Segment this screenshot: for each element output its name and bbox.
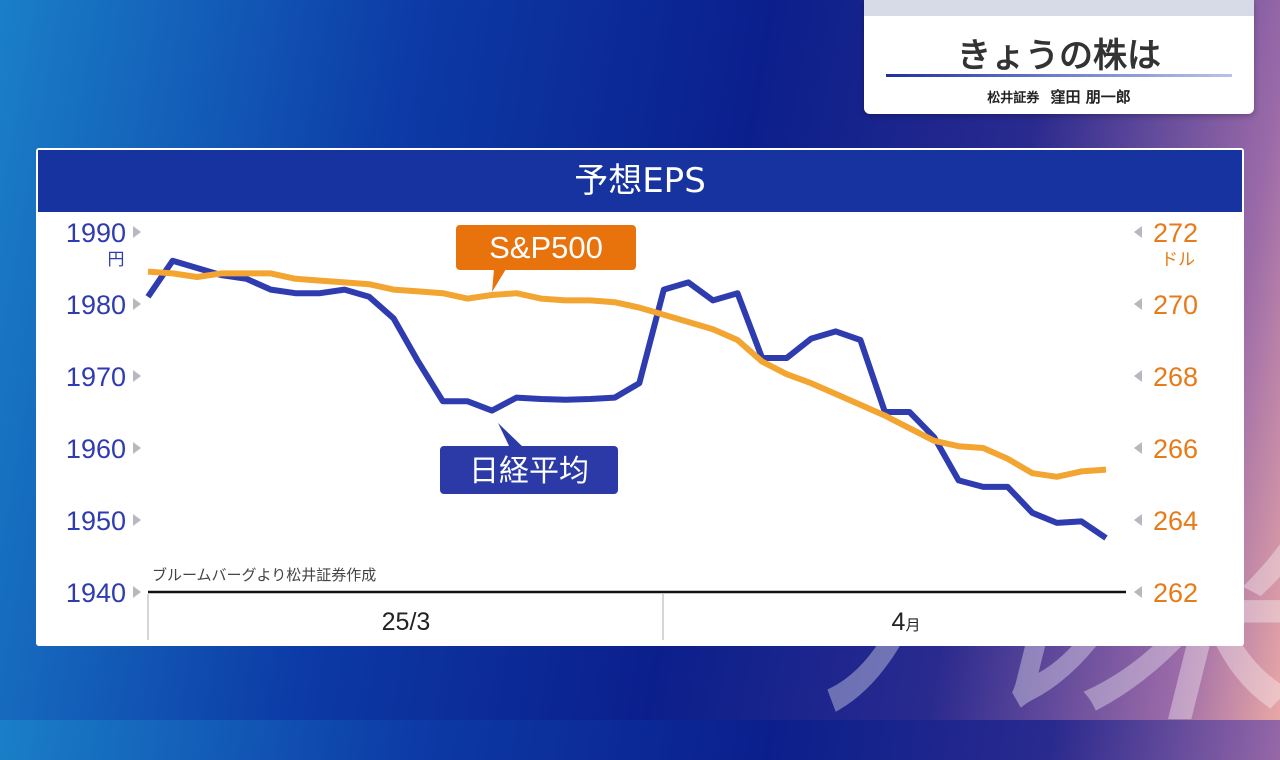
sp500-callout-label: S&P500 — [489, 230, 603, 265]
topic-card: きょうの株は 松井証券 窪田 朋一郎 — [864, 0, 1254, 114]
topic-card-topbar — [864, 0, 1254, 16]
x-axis-tick-label: 4月 — [892, 608, 921, 636]
right-axis-tick-label: 270 — [1153, 290, 1198, 320]
nikkei-series-line — [145, 257, 1108, 541]
right-axis-tick-marker — [1134, 370, 1142, 382]
right-axis-tick-marker — [1134, 226, 1142, 238]
left-axis-tick-marker — [133, 226, 141, 238]
right-axis-tick-label: 266 — [1153, 434, 1198, 464]
x-axis-tick-label: 25/3 — [382, 608, 431, 636]
right-axis-tick-label: 272 — [1153, 218, 1198, 248]
left-axis-tick-marker — [133, 298, 141, 310]
sp500-callout-pointer — [492, 269, 506, 292]
right-axis-tick-marker — [1134, 442, 1142, 454]
left-axis-unit: 円 — [108, 250, 125, 270]
right-axis-unit: ドル — [1161, 250, 1195, 270]
x-axis-tick-unit: 月 — [905, 617, 920, 634]
presenter-firm: 松井証券 — [987, 91, 1040, 106]
chart-panel: 予想EPS 1990 1980 1970 1960 1950 1940 円 272 270 268… — [36, 148, 1244, 646]
presenter-name: 窪田 朋一郎 — [1050, 88, 1131, 106]
right-axis-tick-label: 264 — [1153, 506, 1198, 536]
left-axis-tick-label: 1990 — [66, 218, 126, 248]
left-axis-tick-label: 1970 — [66, 362, 126, 392]
left-axis-tick-marker — [133, 370, 141, 382]
eps-line-chart: 1990 1980 1970 1960 1950 1940 円 272 270 268 266 264… — [66, 218, 1198, 640]
sp500-series-line — [147, 268, 1107, 480]
right-axis-tick-label: 262 — [1153, 578, 1198, 608]
left-axis-tick-label: 1980 — [66, 290, 126, 320]
topic-presenter: 松井証券 窪田 朋一郎 — [864, 86, 1254, 107]
right-axis-tick-marker — [1134, 298, 1142, 310]
right-axis-tick-label: 268 — [1153, 362, 1198, 392]
right-axis-tick-marker — [1134, 586, 1142, 598]
topic-divider — [886, 74, 1232, 77]
nikkei-callout-pointer — [498, 423, 524, 448]
right-axis-tick-marker — [1134, 514, 1142, 526]
source-note: ブルームバーグより松井証券作成 — [152, 566, 376, 584]
left-axis-tick-marker — [133, 514, 141, 526]
nikkei-callout-label: 日経平均 — [469, 454, 589, 489]
sp500-callout-box — [456, 225, 636, 270]
left-axis-tick-marker — [133, 586, 141, 598]
left-axis-tick-label: 1940 — [66, 578, 126, 608]
topic-title: きょうの株は — [957, 36, 1161, 76]
left-axis-tick-label: 1950 — [66, 506, 126, 536]
nikkei-callout-box — [440, 446, 618, 494]
left-axis-tick-marker — [133, 442, 141, 454]
left-axis-tick-label: 1960 — [66, 434, 126, 464]
chart-title: 予想EPS — [38, 150, 1242, 212]
